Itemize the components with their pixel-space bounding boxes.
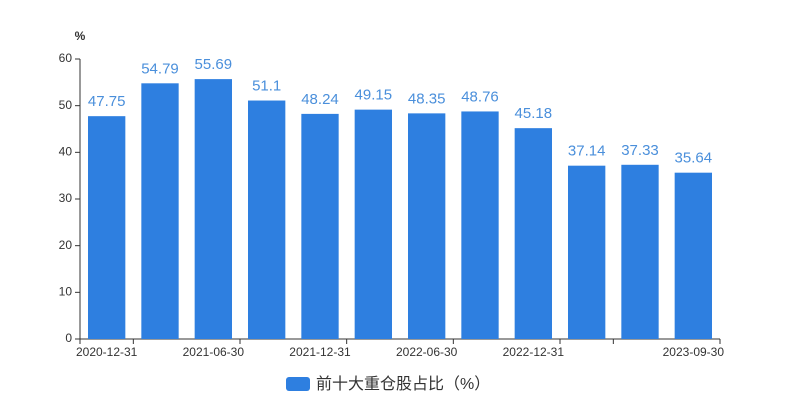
x-tick-label: 2022-12-31 xyxy=(503,345,565,359)
legend-swatch xyxy=(286,377,310,391)
bar xyxy=(141,83,179,340)
value-label: 45.18 xyxy=(515,105,553,122)
value-label: 37.33 xyxy=(621,142,659,159)
bar xyxy=(301,113,339,339)
value-label: 47.75 xyxy=(88,93,126,110)
x-tick-label: 2021-12-31 xyxy=(289,345,351,359)
value-label: 48.76 xyxy=(461,88,499,105)
y-tick-label: 60 xyxy=(59,51,73,65)
bar xyxy=(621,164,659,339)
value-label: 48.24 xyxy=(301,91,339,108)
bar xyxy=(461,111,499,339)
bar xyxy=(568,165,606,339)
y-tick-label: 40 xyxy=(59,145,73,159)
y-tick-label: 20 xyxy=(59,238,73,252)
y-unit: % xyxy=(75,29,86,43)
y-tick-label: 30 xyxy=(59,191,73,205)
bar xyxy=(408,113,446,339)
value-label: 51.1 xyxy=(252,78,281,95)
bar xyxy=(514,128,552,339)
legend-label: 前十大重仓股占比（%） xyxy=(316,375,490,393)
value-label: 35.64 xyxy=(675,150,713,167)
x-tick-label: 2023-09-30 xyxy=(663,345,725,359)
bar xyxy=(88,116,126,340)
y-tick-label: 50 xyxy=(59,98,73,112)
bar xyxy=(354,109,392,339)
value-label: 37.14 xyxy=(568,143,606,160)
x-tick-label: 2021-06-30 xyxy=(183,345,245,359)
x-tick-label: 2020-12-31 xyxy=(76,345,138,359)
value-label: 55.69 xyxy=(195,56,233,73)
value-label: 49.15 xyxy=(355,87,393,104)
y-tick-label: 0 xyxy=(65,331,72,345)
bar xyxy=(194,79,232,339)
value-label: 54.79 xyxy=(141,60,179,77)
value-label: 48.35 xyxy=(408,90,446,107)
y-tick-label: 10 xyxy=(59,285,73,299)
bar xyxy=(674,172,712,339)
x-tick-label: 2022-06-30 xyxy=(396,345,458,359)
bar xyxy=(248,100,286,340)
